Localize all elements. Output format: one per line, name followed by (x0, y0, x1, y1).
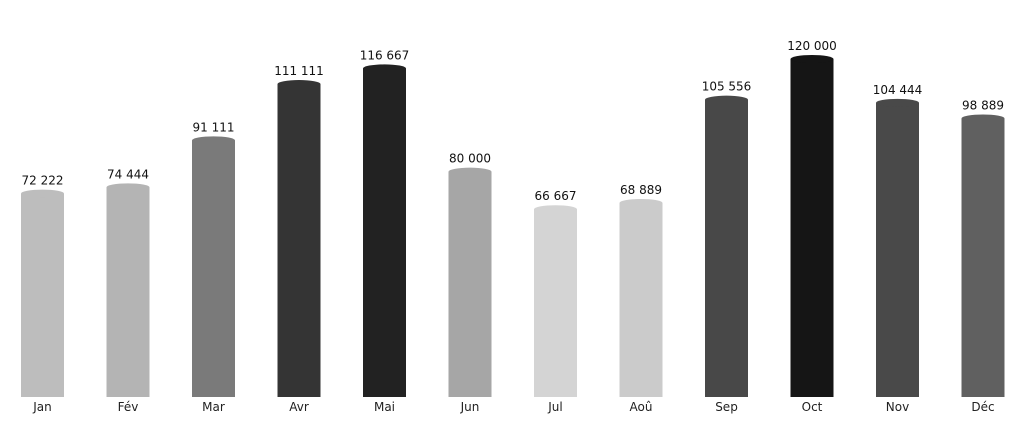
bar-sep (705, 95, 748, 398)
bars-layer (21, 55, 1005, 398)
bar-cap (363, 64, 406, 73)
bar-cap (21, 189, 64, 198)
category-label: Aoû (630, 400, 653, 414)
value-label: 98 889 (962, 98, 1004, 112)
bar-body (192, 140, 235, 398)
category-label: Mar (202, 400, 225, 414)
value-label: 66 667 (535, 189, 577, 203)
value-label: 105 556 (702, 80, 752, 94)
bar-cap (876, 98, 919, 107)
bar-body (534, 209, 577, 397)
bar-aoû (619, 198, 663, 397)
value-label: 116 667 (360, 48, 410, 62)
bar-jan (21, 189, 64, 397)
bar-body (106, 187, 150, 397)
bar-body (21, 193, 64, 397)
bar-body (790, 59, 834, 397)
bar-body (448, 171, 492, 397)
bar-mar (192, 136, 235, 398)
bar-oct (790, 55, 834, 397)
bar-cap (106, 183, 150, 192)
bar-body (619, 202, 663, 397)
bar-cap (534, 205, 577, 214)
bar-body (277, 84, 321, 397)
bar-cap (705, 95, 748, 104)
bar-jul (534, 205, 577, 397)
value-label: 91 111 (193, 120, 235, 134)
bar-nov (876, 98, 919, 397)
bar-cap (790, 55, 834, 63)
value-label: 72 222 (22, 174, 64, 188)
category-label: Avr (289, 400, 309, 414)
value-label: 111 111 (274, 64, 324, 78)
bar-cap (277, 80, 321, 89)
category-label: Jun (460, 400, 480, 414)
bar-jun (448, 167, 492, 397)
value-label: 120 000 (787, 39, 837, 53)
category-label: Oct (802, 400, 823, 414)
value-label: 68 889 (620, 183, 662, 197)
value-label: 104 444 (873, 83, 923, 97)
bar-cap (961, 114, 1005, 123)
category-labels-layer: Jan Fév Mar Avr Mai Jun Jul Aoû Sep Oct Nov Déc (32, 400, 994, 414)
bar-cap (192, 136, 235, 145)
bar-body (363, 68, 406, 398)
category-label: Sep (715, 400, 738, 414)
value-label: 80 000 (449, 152, 491, 166)
category-label: Nov (886, 400, 909, 414)
value-labels-layer: 72 222 74 444 91 111 111 111 116 667 80 000 66… (22, 39, 1005, 203)
category-label: Jan (32, 400, 52, 414)
bar-mai (363, 64, 406, 398)
category-label: Jul (547, 400, 562, 414)
bar-fév (106, 183, 150, 397)
category-label: Mai (374, 400, 395, 414)
category-label: Déc (971, 400, 994, 414)
category-label: Fév (118, 400, 139, 414)
bar-body (961, 118, 1005, 397)
bar-cap (619, 198, 663, 207)
bar-body (876, 102, 919, 397)
bar-avr (277, 80, 321, 397)
value-label: 74 444 (107, 167, 149, 181)
bar-body (705, 99, 748, 398)
bar-cap (448, 167, 492, 176)
bar-déc (961, 114, 1005, 397)
